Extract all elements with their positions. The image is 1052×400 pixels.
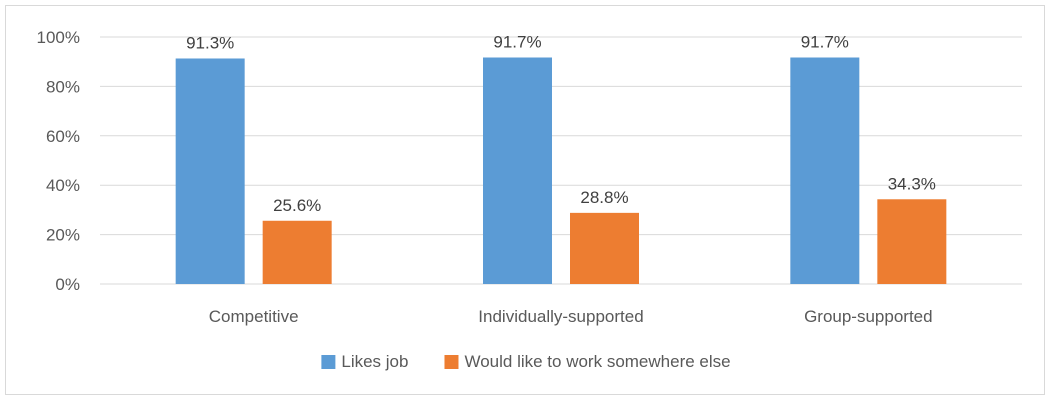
legend-swatch bbox=[444, 355, 459, 369]
data-label: 91.3% bbox=[186, 33, 234, 52]
y-tick-label: 40% bbox=[46, 176, 80, 195]
data-label: 91.7% bbox=[493, 33, 541, 52]
y-tick-label: 60% bbox=[46, 127, 80, 146]
legend-swatch bbox=[321, 355, 336, 369]
bar bbox=[570, 212, 639, 284]
category-label: Group-supported bbox=[804, 307, 933, 326]
data-label: 28.8% bbox=[580, 188, 628, 207]
category-label: Competitive bbox=[209, 307, 299, 326]
y-tick-label: 100% bbox=[37, 28, 80, 47]
bar bbox=[790, 57, 860, 284]
category-label: Individually-supported bbox=[478, 307, 643, 326]
y-tick-label: 20% bbox=[46, 226, 80, 245]
legend-label: Likes job bbox=[341, 352, 408, 371]
data-label: 91.7% bbox=[801, 33, 849, 52]
bar bbox=[483, 57, 552, 284]
bar bbox=[175, 58, 245, 284]
y-tick-label: 0% bbox=[55, 275, 80, 294]
bar bbox=[877, 199, 947, 284]
data-label: 34.3% bbox=[888, 174, 936, 193]
y-tick-label: 80% bbox=[46, 77, 80, 96]
legend-label: Would like to work somewhere else bbox=[464, 352, 730, 371]
data-label: 25.6% bbox=[273, 196, 321, 215]
bar bbox=[262, 220, 332, 284]
